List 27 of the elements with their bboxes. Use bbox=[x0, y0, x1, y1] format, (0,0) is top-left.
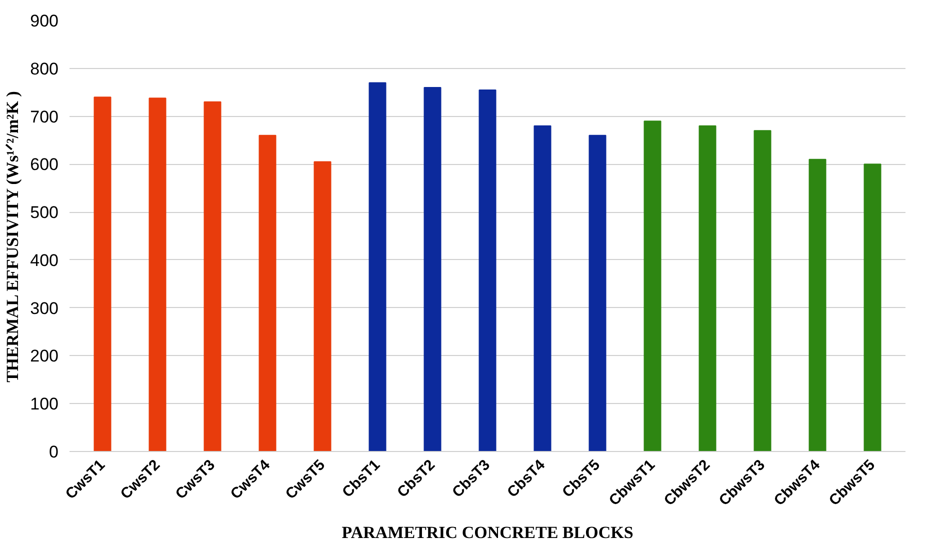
bar bbox=[754, 130, 772, 452]
y-tick-label: 500 bbox=[30, 203, 59, 222]
bar bbox=[534, 125, 552, 452]
bar bbox=[148, 98, 166, 452]
y-tick-label: 0 bbox=[49, 442, 59, 462]
y-tick-label: 400 bbox=[30, 250, 59, 270]
y-tick-label: 700 bbox=[30, 107, 59, 126]
bar bbox=[698, 125, 716, 452]
bar bbox=[424, 87, 442, 452]
bar bbox=[204, 101, 222, 452]
bar bbox=[478, 89, 496, 452]
x-axis-title: PARAMETRIC CONCRETE BLOCKS bbox=[342, 523, 634, 542]
bar bbox=[94, 96, 112, 452]
y-axis-title: THERMAL EFFUSIVITY (Ws¹ᐟ²/m²K ) bbox=[3, 91, 22, 382]
y-tick-label: 800 bbox=[30, 59, 59, 78]
y-tick-label: 600 bbox=[30, 155, 59, 174]
bar bbox=[258, 134, 276, 452]
bar bbox=[864, 164, 882, 452]
bar bbox=[644, 120, 662, 452]
bar bbox=[314, 161, 332, 452]
y-tick-label: 100 bbox=[30, 394, 59, 414]
bar bbox=[588, 134, 606, 452]
y-tick-label: 300 bbox=[30, 298, 59, 318]
bar bbox=[368, 82, 386, 452]
y-tick-label: 900 bbox=[30, 12, 59, 30]
bar bbox=[808, 158, 826, 452]
y-tick-label: 200 bbox=[30, 346, 59, 366]
